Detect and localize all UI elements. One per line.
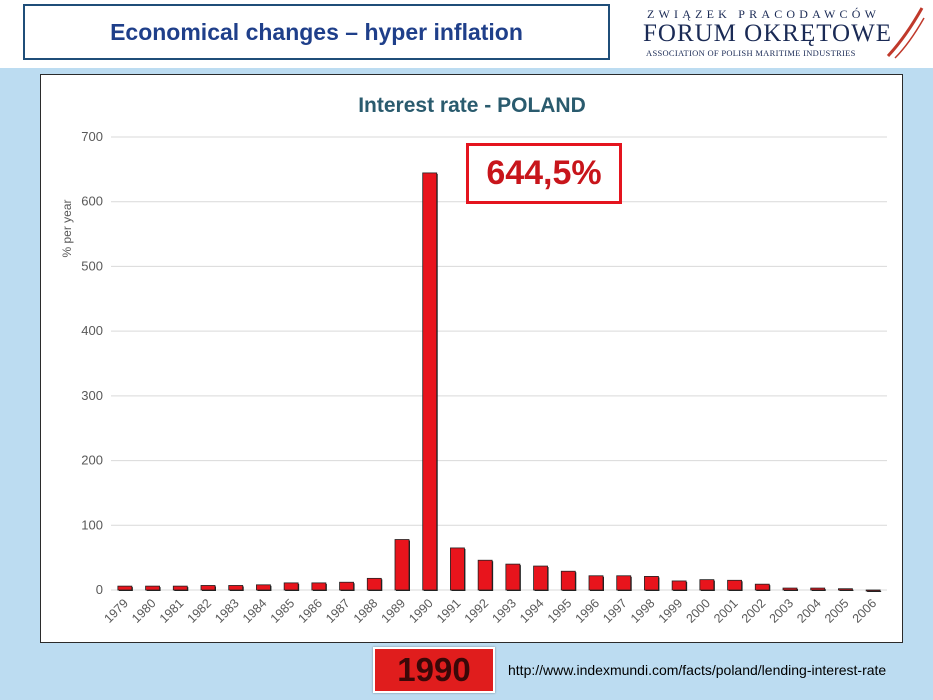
x-tick-label-1996: 1996	[573, 596, 603, 626]
x-tick-label-1982: 1982	[185, 596, 215, 626]
bar-2006	[865, 589, 881, 592]
logo-line-3: ASSOCIATION OF POLISH MARITIME INDUSTRIE…	[646, 48, 856, 58]
bar-1995	[560, 570, 576, 591]
x-tick-label-1983: 1983	[212, 596, 242, 626]
bar-1991	[450, 547, 465, 591]
x-tick-label-1979: 1979	[101, 596, 131, 626]
x-tick-label-1997: 1997	[600, 596, 630, 626]
logo-swoosh-icon	[886, 7, 925, 59]
x-tick-label-1985: 1985	[268, 596, 298, 626]
x-tick-label-2004: 2004	[794, 596, 824, 626]
x-tick-label-1992: 1992	[462, 596, 492, 626]
y-tick-label-100: 100	[81, 517, 103, 532]
bar-2002	[754, 583, 770, 591]
forum-okretowe-logo: ZWIĄZEK PRACODAWCÓW FORUM OKRĘTOWE ASSOC…	[633, 2, 925, 64]
bar-1993	[505, 563, 521, 591]
bar-1994	[533, 565, 548, 591]
bar-1999	[671, 580, 687, 591]
bar-1997	[616, 575, 632, 591]
chart-title: Interest rate - POLAND	[358, 94, 586, 117]
y-axis-label: % per year	[60, 199, 74, 257]
bar-2003	[782, 587, 798, 591]
source-link[interactable]: http://www.indexmundi.com/facts/poland/l…	[508, 662, 887, 678]
x-tick-label-2005: 2005	[822, 596, 852, 626]
bar-1982	[200, 585, 216, 591]
x-tick-label-1981: 1981	[157, 596, 187, 626]
x-tick-label-2003: 2003	[767, 596, 797, 626]
bar-1989	[394, 539, 410, 591]
x-tick-label-1990: 1990	[406, 596, 436, 626]
bar-shadow-2006	[867, 591, 882, 592]
y-tick-label-500: 500	[81, 258, 103, 273]
y-tick-label-200: 200	[81, 453, 103, 468]
logo-line-2: FORUM OKRĘTOWE	[643, 20, 892, 47]
bar-2005	[838, 588, 853, 591]
bar-1987	[339, 581, 354, 591]
x-tick-label-1986: 1986	[295, 596, 325, 626]
bar-1979	[117, 585, 133, 591]
bar-1981	[172, 585, 188, 591]
x-tick-label-1989: 1989	[379, 596, 409, 626]
y-tick-label-300: 300	[81, 388, 103, 403]
year-badge: 1990	[373, 647, 495, 693]
x-tick-label-2000: 2000	[683, 596, 713, 626]
bar-1996	[588, 575, 604, 591]
x-tick-label-1980: 1980	[129, 596, 159, 626]
bar-1998	[644, 576, 659, 591]
y-tick-label-700: 700	[81, 129, 103, 144]
interest-rate-chart: Interest rate - POLAND % per year 0 100 20…	[60, 94, 887, 626]
x-tick-label-1991: 1991	[434, 596, 464, 626]
y-tick-label-0: 0	[96, 582, 103, 597]
x-tick-label-2006: 2006	[850, 596, 880, 626]
bar-1986	[311, 582, 327, 591]
x-tick-label-2002: 2002	[739, 596, 769, 626]
logo-line-1: ZWIĄZEK PRACODAWCÓW	[647, 7, 881, 21]
bar-1984	[256, 584, 271, 591]
y-tick-label-600: 600	[81, 194, 103, 209]
x-tick-label-1984: 1984	[240, 596, 270, 626]
x-tick-label-1993: 1993	[489, 596, 519, 626]
bar-1985	[283, 582, 299, 591]
x-tick-label-1999: 1999	[656, 596, 686, 626]
bar-2001	[727, 579, 742, 591]
x-tick-label-1995: 1995	[545, 596, 575, 626]
x-tick-label-1987: 1987	[323, 596, 353, 626]
y-tick-label-400: 400	[81, 323, 103, 338]
bar-1992	[477, 559, 493, 591]
x-tick-label-1988: 1988	[351, 596, 381, 626]
bar-1983	[228, 585, 244, 591]
bar-2000	[699, 579, 715, 591]
bar-2004	[810, 587, 826, 591]
bar-1988	[366, 577, 382, 591]
x-tick-label-1994: 1994	[517, 596, 547, 626]
bar-1990	[422, 172, 438, 591]
bar-1980	[145, 585, 160, 591]
x-tick-label-1998: 1998	[628, 596, 658, 626]
peak-value-callout: 644,5%	[466, 143, 622, 204]
x-tick-label-2001: 2001	[711, 596, 741, 626]
slide-title: Economical changes – hyper inflation	[23, 4, 610, 60]
